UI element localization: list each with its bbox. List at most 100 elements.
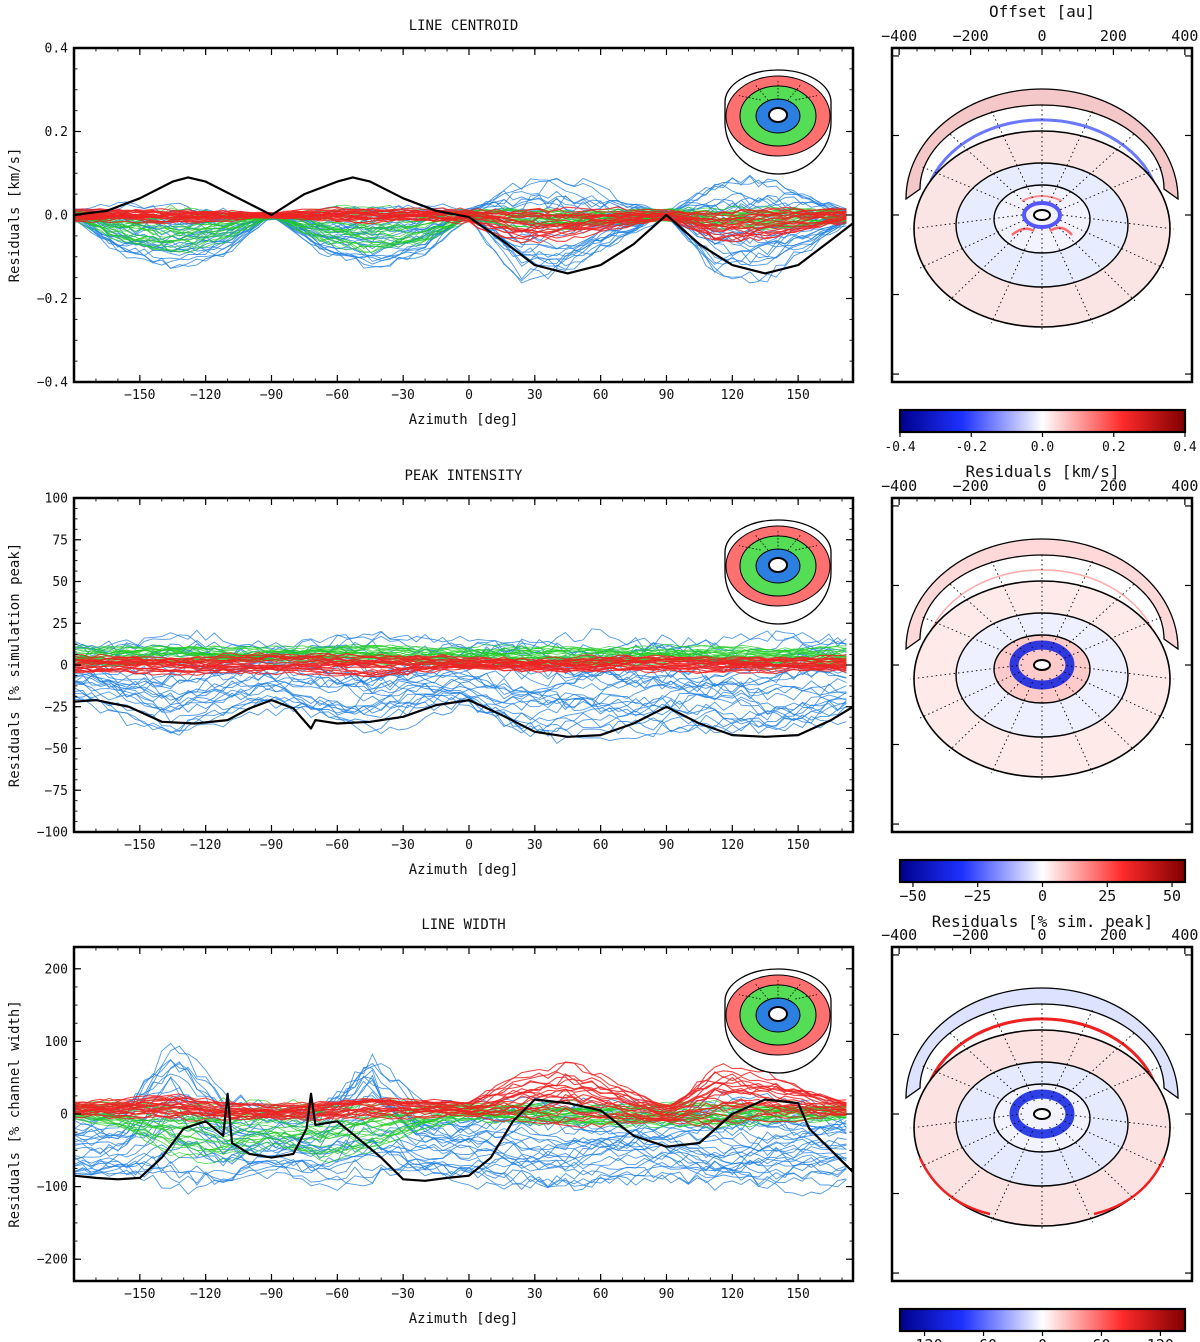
colorbar-tick-label: 0.4 (1173, 440, 1197, 455)
y-tick-label: −75 (45, 784, 68, 799)
x-tick-label: −60 (326, 388, 349, 403)
map-top-tick-label: −400 (881, 27, 917, 45)
map-spoke (1055, 224, 1136, 302)
series-line (74, 628, 847, 658)
map-top-tick-label: −200 (953, 926, 989, 944)
y-tick-label: −100 (37, 1180, 68, 1195)
x-tick-label: 30 (527, 838, 543, 853)
map-upper-surface (905, 88, 1179, 201)
map-spoke (1055, 674, 1136, 752)
map-spoke (909, 1113, 1023, 1129)
y-tick-label: −100 (37, 826, 68, 841)
map-top-tick-label: 400 (1171, 27, 1198, 45)
y-axis-label: Residuals [km/s] (7, 148, 23, 283)
series-line (74, 644, 847, 654)
map-spoke (1060, 669, 1165, 719)
x-tick-label: 60 (593, 838, 609, 853)
x-axis-label: Azimuth [deg] (409, 862, 519, 878)
map-spoke (1060, 1118, 1165, 1168)
series-line (74, 215, 847, 253)
inset-center (768, 1006, 788, 1022)
colorbar-tick-label: −25 (964, 887, 991, 905)
series-line (74, 1105, 847, 1133)
series-line (74, 1107, 847, 1139)
map-spoke (948, 674, 1029, 752)
y-tick-label: −50 (45, 742, 68, 757)
inset-spoke (795, 994, 818, 1000)
series-line (74, 652, 847, 664)
x-tick-label: 120 (721, 838, 744, 853)
x-tick-label: 90 (659, 838, 675, 853)
map-upper-surface (905, 538, 1179, 651)
y-axis-label: Residuals [% simulation peak] (7, 543, 23, 787)
y-tick-label: 0 (60, 659, 68, 674)
colorbar-tick-label: 120 (1147, 1336, 1174, 1342)
series-line (74, 215, 847, 243)
x-tick-label: 60 (593, 1287, 609, 1302)
series-line (74, 1108, 847, 1157)
colorbar-tick-label: 0.2 (1102, 440, 1125, 455)
series-line (74, 645, 847, 656)
colorbar-tick-label: −60 (970, 1336, 997, 1342)
inset-spoke (738, 994, 761, 1000)
x-tick-label: −60 (326, 838, 349, 853)
x-tick-label: −90 (260, 388, 283, 403)
x-tick-label: −150 (124, 838, 155, 853)
map-top-tick-label: 400 (1171, 477, 1198, 495)
y-tick-label: 75 (52, 533, 68, 548)
map-center (1033, 1108, 1051, 1120)
colorbar-tick-label: 60 (1092, 1336, 1110, 1342)
series-line (74, 644, 847, 655)
map-top-tick-label: −400 (881, 477, 917, 495)
map-content (905, 88, 1179, 331)
disk-inset (724, 519, 832, 625)
map-content (905, 538, 1179, 781)
series-line (74, 1162, 847, 1197)
series-line (74, 656, 847, 688)
residual-map: −400 −200 0 200 400 −50 −25 0 25 50 Residuals [% s… (881, 477, 1198, 931)
colorbar-tick-label: 0.0 (1031, 440, 1054, 455)
series-line (74, 643, 847, 653)
colorbar-tick-label: -0.4 (884, 440, 915, 455)
map-spoke (1055, 1123, 1136, 1201)
colorbar-label: Residuals [% sim. peak] (932, 912, 1154, 931)
y-tick-label: 100 (45, 1035, 68, 1050)
map-top-tick-label: 200 (1100, 926, 1127, 944)
x-tick-label: −90 (260, 838, 283, 853)
colorbar-label: Residuals [km/s] (965, 462, 1119, 481)
inset-spoke (738, 545, 761, 551)
x-tick-label: 0 (465, 838, 473, 853)
disk-inset (724, 69, 832, 175)
x-tick-label: 0 (465, 388, 473, 403)
x-tick-label: −60 (326, 1287, 349, 1302)
series-line (74, 214, 847, 235)
colorbar-tick-label: 50 (1163, 887, 1181, 905)
plot-area (74, 628, 853, 745)
panel-1: LINE CENTROID −150 −120 −90 −60 −30 0 30 60 90 120… (7, 2, 1198, 481)
map-spoke (1060, 165, 1165, 211)
series-line (74, 213, 847, 253)
map-spoke (1049, 560, 1093, 653)
x-tick-label: −120 (190, 1287, 221, 1302)
series-line (74, 1061, 847, 1110)
x-tick-label: −90 (260, 1287, 283, 1302)
y-tick-label: 0.2 (45, 125, 68, 140)
map-spoke (919, 1118, 1024, 1168)
series-line (74, 213, 847, 283)
x-tick-label: 150 (786, 388, 809, 403)
map-top-tick-label: 200 (1100, 477, 1127, 495)
chart-title: LINE WIDTH (421, 917, 505, 933)
series-line (74, 1103, 847, 1124)
colorbar-tick-label: −50 (899, 887, 926, 905)
inset-spoke (795, 545, 818, 551)
map-spoke (1060, 1064, 1165, 1110)
y-tick-label: 200 (45, 962, 68, 977)
x-tick-label: 60 (593, 388, 609, 403)
map-spoke (919, 615, 1024, 661)
map-content (905, 987, 1179, 1230)
map-top-tick-label: −200 (953, 27, 989, 45)
map-center (1033, 659, 1051, 671)
colorbar-tick-label: 0 (1038, 887, 1047, 905)
inset-center (768, 557, 788, 573)
